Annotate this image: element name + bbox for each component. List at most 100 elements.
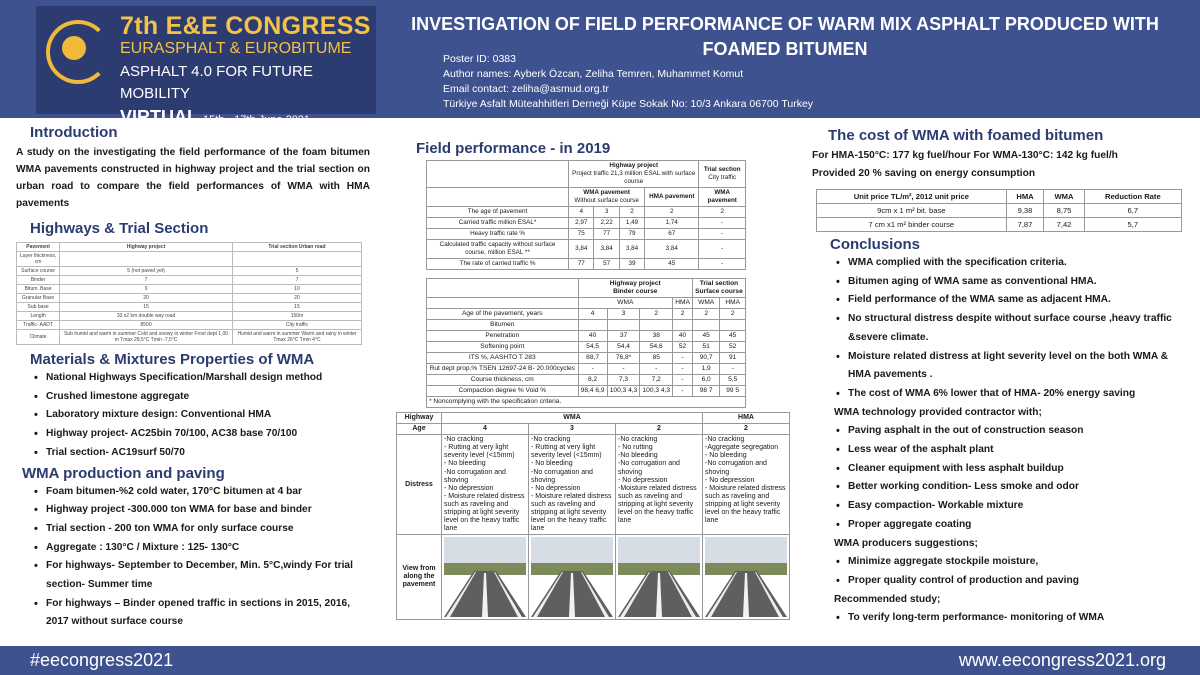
distress-head-highway: Highway bbox=[396, 411, 442, 425]
congress-logo-block: 7th E&E CONGRESS EURASPHALT & EUROBITUME… bbox=[36, 6, 376, 127]
table-row: Rut dept prop.% TSEN 12697-24 B- 20.000c… bbox=[426, 363, 746, 375]
road-photo bbox=[531, 537, 613, 618]
table-row: Binder 7 7 bbox=[16, 275, 363, 285]
table-cell: 45 bbox=[719, 330, 746, 342]
table-cell: - bbox=[719, 363, 746, 375]
table-cell: 2 bbox=[644, 206, 700, 218]
table-cell: 9,38 bbox=[1005, 203, 1045, 218]
table-cell: 51 bbox=[691, 341, 721, 353]
producer-suggestions-heading: WMA producers suggestions; bbox=[834, 537, 978, 549]
list-item: Crushed limestone aggregate bbox=[30, 388, 370, 407]
table-row: Sub base 15 15 bbox=[16, 302, 363, 312]
table-cell: Sub humid and warm in summer Cold and sn… bbox=[59, 329, 233, 345]
table-cell: 76,8* bbox=[606, 352, 641, 364]
table-cell: 3,84 bbox=[644, 239, 700, 259]
binder-trial-hma-head: HMA bbox=[719, 297, 746, 309]
table-row: Heavy traffic rate % 75 77 79 67- bbox=[425, 228, 746, 240]
list-item: No structural distress despite without s… bbox=[832, 310, 1184, 347]
table-cell: Penetration bbox=[426, 330, 579, 342]
congress-virtual: VIRTUAL 15th - 17th June 2021 bbox=[120, 105, 376, 132]
materials-heading: Materials & Mixtures Properties of WMA bbox=[30, 351, 315, 368]
distress-table: Highway WMA HMA Age 4 3 2 2 Distress -No crac… bbox=[396, 411, 790, 621]
road-photo bbox=[618, 537, 700, 618]
distress-head-wma: WMA bbox=[441, 411, 703, 425]
table-cell: Traffic- AADT bbox=[16, 320, 61, 330]
field-heading: Field performance - in 2019 bbox=[416, 140, 611, 157]
traffic-group-highway: Highway project Project traffic 21,3 mil… bbox=[568, 160, 700, 188]
table-cell: 54,6 bbox=[639, 341, 674, 353]
materials-list: National Highways Specification/Marshall… bbox=[30, 369, 370, 463]
table-row: Length 33 x2 km double way road 150m bbox=[16, 311, 363, 321]
cost-header-cell: Reduction Rate bbox=[1083, 189, 1183, 204]
table-row: Climate Sub humid and warm in summer Cold… bbox=[16, 329, 363, 345]
congress-tagline: ASPHALT 4.0 FOR FUTURE MOBILITY bbox=[120, 63, 313, 102]
traffic-group-trial: Trial section City traffic bbox=[698, 160, 746, 188]
road-photo bbox=[444, 537, 526, 618]
table-cell: 45 bbox=[691, 330, 721, 342]
table-cell: 100,3 4,3 bbox=[639, 385, 674, 397]
congress-title: 7th E&E CONGRESS bbox=[120, 12, 371, 40]
table-row: Compaction degree % Void % 98,4 6,9 100,3 … bbox=[426, 385, 746, 397]
distress-age-label: Age bbox=[396, 423, 442, 436]
table-cell bbox=[672, 319, 693, 331]
table-cell: 9cm x 1 m² bit. base bbox=[816, 203, 1007, 218]
table-cell: 1,9 bbox=[691, 363, 721, 375]
road-photo-cell bbox=[702, 534, 790, 621]
list-item: Moisture related distress at light sever… bbox=[832, 348, 1184, 385]
table-cell: 20 bbox=[231, 293, 363, 303]
list-item: Laboratory mixture design: Conventional … bbox=[30, 406, 370, 425]
table-cell: 2,22 bbox=[593, 217, 620, 229]
table-cell: Surface course bbox=[16, 266, 61, 276]
footer-hashtag: #eecongress2021 bbox=[30, 650, 174, 670]
distress-age-cell: 2 bbox=[702, 423, 790, 436]
table-cell: 3 bbox=[606, 308, 641, 320]
binder-hma-head: HMA bbox=[672, 297, 693, 309]
author-names: Author names: Ayberk Özcan, Zeliha Temre… bbox=[443, 68, 744, 80]
road-photo-cell bbox=[615, 534, 703, 621]
table-cell: Compaction degree % Void % bbox=[426, 385, 579, 397]
table-cell: 38 bbox=[639, 330, 674, 342]
table-cell: Age of the pavement, years bbox=[426, 308, 579, 320]
table-cell bbox=[577, 319, 608, 331]
traffic-table: Highway project Project traffic 21,3 mil… bbox=[425, 160, 746, 270]
table-row: Layer thickness, cm bbox=[16, 251, 363, 267]
table-cell: 1,49 bbox=[618, 217, 646, 229]
list-item: For highways – Binder opened traffic in … bbox=[30, 595, 370, 632]
table-cell: 52 bbox=[672, 341, 693, 353]
middle-column: Field performance - in 2019 Highway proj… bbox=[396, 124, 790, 642]
table-cell: 67 bbox=[644, 228, 700, 240]
list-item: Highway project- AC25bin 70/100, AC38 ba… bbox=[30, 425, 370, 444]
list-item: Better working condition- Less smoke and… bbox=[832, 478, 1184, 497]
table-cell: - bbox=[672, 363, 693, 375]
table-cell: 3,84 bbox=[618, 239, 646, 259]
table-row: Surface course 5 (not paved yet) 5 bbox=[16, 266, 363, 276]
table-cell: 10 bbox=[231, 284, 363, 294]
distress-cell: -No cracking - Rutting at very light sev… bbox=[441, 434, 529, 536]
table-cell: - bbox=[698, 239, 746, 259]
cost-header-cell: WMA bbox=[1043, 189, 1085, 204]
table-cell: 3,84 bbox=[568, 239, 595, 259]
table-cell: Sub base bbox=[16, 302, 61, 312]
table-cell: 54,4 bbox=[606, 341, 641, 353]
table-cell: 7 cm x1 m² binder course bbox=[816, 217, 1007, 232]
table-cell: 77 bbox=[568, 258, 595, 270]
list-item: Aggregate : 130°C / Mixture : 125- 130°C bbox=[30, 539, 370, 558]
binder-wma-head: WMA bbox=[577, 297, 674, 309]
list-item: Highway project -300.000 ton WMA for bas… bbox=[30, 501, 370, 520]
table-cell: 2 bbox=[698, 206, 746, 218]
table-row: Bitumen bbox=[426, 319, 746, 331]
table-cell: Bitumen bbox=[426, 319, 579, 331]
distress-age-cell: 4 bbox=[441, 423, 529, 436]
table-cell bbox=[59, 251, 233, 267]
table-row: Softening point 54,5 54,4 54,6 52 51 52 bbox=[426, 341, 746, 353]
table-cell: 7 bbox=[59, 275, 233, 285]
table-row: Age of the pavement, years 4 3 2 2 2 2 bbox=[426, 308, 746, 320]
table-header-cell: Highway project bbox=[59, 242, 233, 252]
table-row: The age of pavement 4 3 2 2 2 bbox=[425, 206, 746, 218]
table-cell: 88,7 bbox=[577, 352, 608, 364]
table-cell: 15 bbox=[59, 302, 233, 312]
list-item: WMA complied with the specification crit… bbox=[832, 254, 1184, 273]
binder-group-highway: Highway project Binder course bbox=[577, 278, 693, 298]
poster-header: 7th E&E CONGRESS EURASPHALT & EUROBITUME… bbox=[0, 0, 1200, 127]
contractor-benefits-heading: WMA technology provided contractor with; bbox=[834, 406, 1042, 418]
